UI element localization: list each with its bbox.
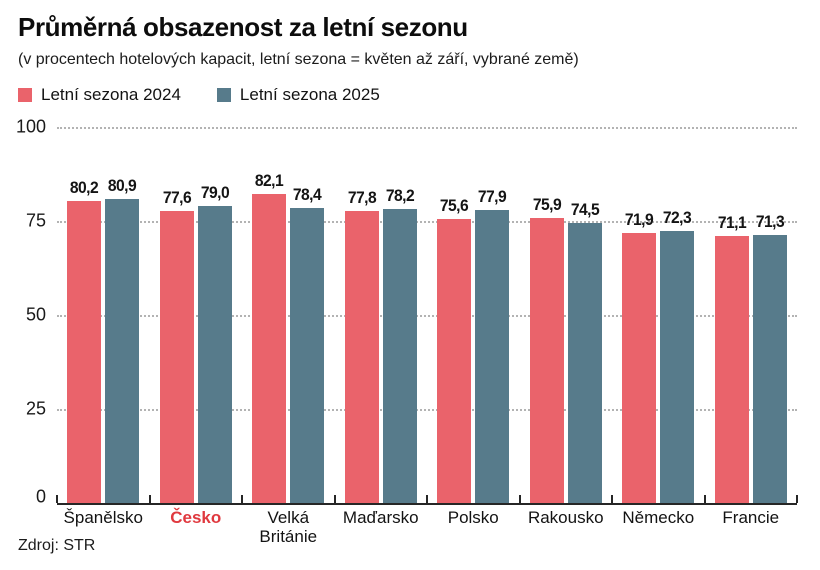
bar-value-label: 80,2: [70, 178, 99, 198]
bar-value-label: 71,1: [717, 212, 747, 232]
x-label--pan-lsko: Španělsko: [63, 508, 143, 527]
bar-2024: 80,2: [67, 178, 102, 503]
x-axis-tick: [611, 495, 613, 503]
chart-title: Průměrná obsazenost za letní sezonu: [18, 12, 468, 42]
bar-2025: 71,3: [752, 212, 787, 503]
legend: Letní sezona 2024 Letní sezona 2025: [18, 85, 380, 105]
y-tick-label-0: 0: [35, 486, 46, 507]
bar-group: 77,8 78,2: [335, 127, 428, 503]
bar-value-label: 80,9: [108, 175, 137, 195]
bar-2024: 77,6: [159, 188, 194, 503]
bar-value-label: 75,9: [532, 194, 562, 214]
bar-value-label: 75,6: [440, 195, 469, 215]
x-axis-tick: [796, 495, 798, 503]
bar-2024: 71,9: [622, 210, 657, 503]
x-label-velk-brit-nie: Velká Británie: [259, 508, 318, 547]
bar-value-label: 78,2: [385, 186, 415, 205]
bar-2024: 75,9: [529, 195, 564, 503]
x-label-polsko: Polsko: [447, 508, 499, 527]
x-axis-tick: [703, 495, 706, 503]
bar-group: 77,6 79,0: [150, 127, 243, 503]
x-label--esko: Česko: [170, 508, 222, 527]
bar-group: 71,1 71,3: [705, 127, 798, 503]
legend-swatch-2025-icon: [216, 88, 231, 102]
x-axis-tick: [426, 495, 428, 503]
bar-2025: 77,9: [475, 187, 510, 503]
plot-area: 80,2 80,9 77,6 79,0 82,1 78,4 77,8 78,2 75,6 77,9…: [56, 127, 798, 505]
bar-2025: 74,5: [567, 200, 602, 503]
bar-2025: 79,0: [197, 183, 232, 503]
bar-2025: 80,9: [105, 176, 140, 503]
y-tick-label-75: 75: [25, 210, 46, 231]
legend-label-2025: Letní sezona 2025: [239, 85, 380, 104]
legend-label-2024: Letní sezona 2024: [41, 85, 181, 104]
x-axis-tick: [148, 495, 151, 503]
y-tick-label-25: 25: [25, 398, 46, 419]
x-axis-tick: [56, 495, 58, 503]
bar-value-label: 77,8: [347, 187, 377, 207]
x-axis-tick: [241, 495, 243, 503]
bar-value-label: 74,5: [570, 199, 600, 219]
x-label-n-mecko: Německo: [622, 508, 695, 527]
bar-group: 82,1 78,4: [242, 127, 335, 503]
bars-container: 80,2 80,9 77,6 79,0 82,1 78,4 77,8 78,2 75,6 77,9…: [57, 127, 797, 503]
bar-value-label: 82,1: [255, 171, 284, 191]
bar-value-label: 77,6: [162, 188, 192, 208]
bar-2024: 75,6: [437, 196, 472, 503]
bar-group: 75,6 77,9: [427, 127, 520, 503]
x-label-rakousko: Rakousko: [527, 508, 604, 527]
bar-value-label: 71,9: [625, 209, 654, 229]
bar-value-label: 71,3: [755, 211, 785, 231]
x-axis-tick: [333, 495, 336, 503]
gridline-50: [57, 315, 797, 317]
bar-value-label: 77,9: [478, 187, 507, 207]
bar-value-label: 72,3: [663, 208, 692, 228]
source-note: Zdroj: STR: [18, 537, 96, 554]
y-tick-label-100: 100: [15, 116, 46, 137]
bar-2025: 72,3: [660, 208, 695, 503]
legend-swatch-2024-icon: [18, 88, 32, 102]
x-label-francie: Francie: [722, 508, 780, 527]
y-tick-label-50: 50: [25, 304, 46, 325]
bar-2025: 78,4: [290, 185, 325, 503]
bar-value-label: 78,4: [293, 185, 322, 205]
gridline-25: [57, 409, 797, 411]
x-axis-tick: [518, 495, 521, 503]
legend-item-2024: Letní sezona 2024: [18, 85, 181, 105]
gridline-100: [57, 127, 797, 129]
bar-2024: 82,1: [252, 171, 287, 503]
bar-2025: 78,2: [382, 186, 417, 503]
gridline-75: [57, 221, 797, 223]
bar-group: 75,9 74,5: [520, 127, 613, 503]
legend-item-2025: Letní sezona 2025: [216, 85, 380, 105]
bar-2024: 71,1: [714, 213, 749, 503]
bar-group: 71,9 72,3: [612, 127, 705, 503]
x-label-ma-arsko: Maďarsko: [342, 508, 419, 527]
bar-value-label: 79,0: [200, 183, 230, 202]
x-axis-labels: Španělsko Česko Velká Británie Maďarsko Pols…: [57, 508, 797, 546]
chart-subtitle: (v procentech hotelových kapacit, letní …: [18, 51, 579, 68]
bar-2024: 77,8: [344, 188, 379, 503]
bar-group: 80,2 80,9: [57, 127, 150, 503]
